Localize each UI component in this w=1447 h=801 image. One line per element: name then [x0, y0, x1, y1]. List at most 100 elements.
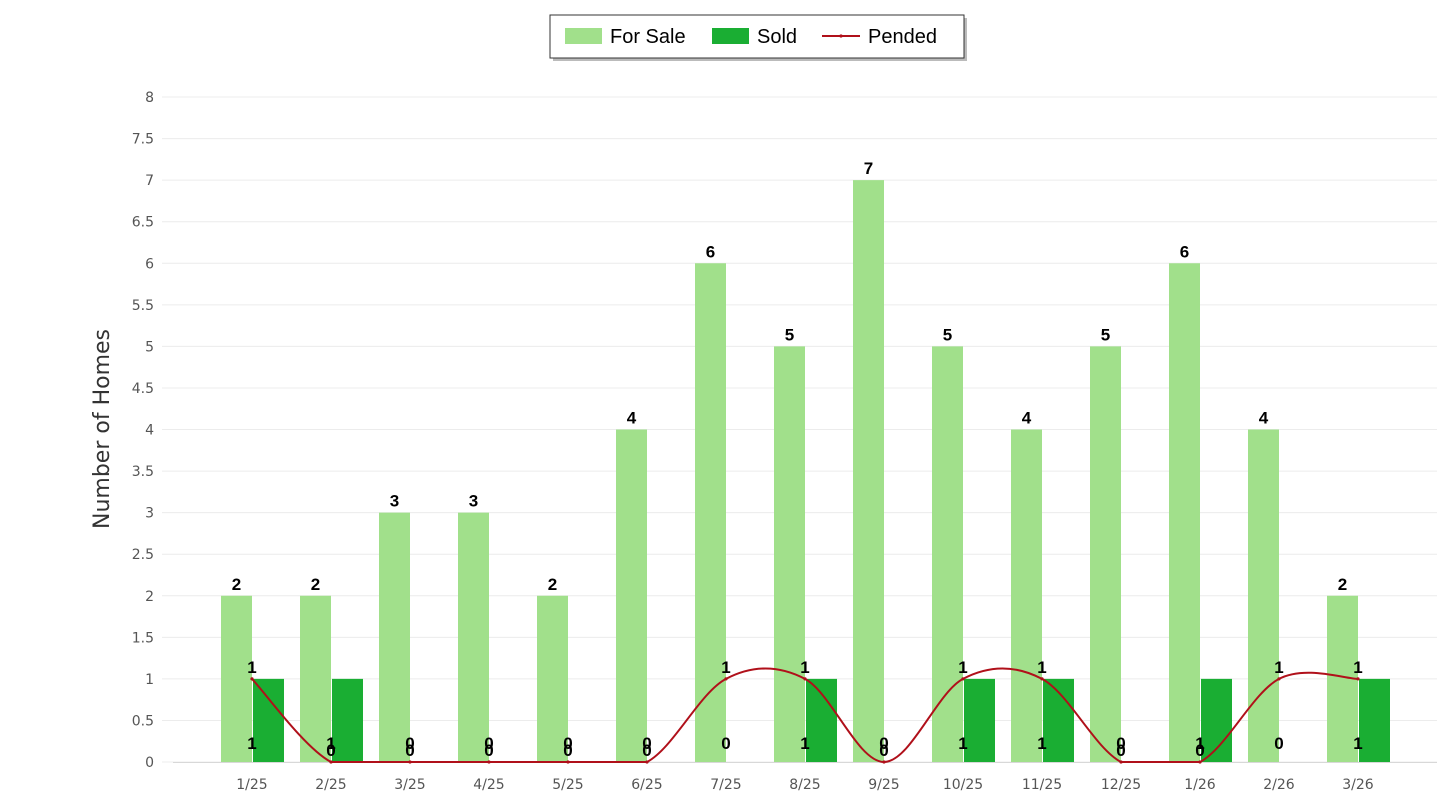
- sold-bar: [253, 678, 284, 762]
- sold-data-label: 1: [1353, 734, 1362, 753]
- y-axis-ticks: 0 0.5 1 1.5 2 2.5 3 3.5 4 4.5 5 5.5 6 6.5 7 7.5 8: [132, 90, 154, 771]
- pended-data-label: 1: [1274, 658, 1283, 677]
- for-sale-data-label: 3: [469, 492, 478, 511]
- for-sale-bar: [616, 429, 647, 762]
- x-tick-label: 6/25: [631, 777, 662, 793]
- sold-bar: [964, 678, 995, 762]
- sold-data-label: 0: [484, 734, 493, 753]
- pended-point: [1356, 677, 1360, 681]
- for-sale-data-label: 6: [706, 242, 715, 261]
- bars: [221, 180, 1390, 762]
- pended-point: [1040, 677, 1044, 681]
- pended-data-label: 1: [721, 658, 730, 677]
- legend-marker-pended: [839, 34, 843, 38]
- y-tick-label: 1.5: [132, 630, 154, 646]
- pended-point: [1119, 760, 1123, 764]
- pended-data-label: 0: [642, 741, 651, 760]
- pended-point: [724, 677, 728, 681]
- y-tick-label: 7: [145, 173, 154, 189]
- y-tick-label: 6: [145, 256, 154, 272]
- for-sale-data-label: 4: [1022, 409, 1032, 428]
- pended-data-label: 1: [958, 658, 967, 677]
- pended-point: [487, 760, 491, 764]
- for-sale-data-label: 3: [390, 492, 399, 511]
- legend-swatch-for-sale: [565, 28, 602, 44]
- sold-data-label: 0: [563, 734, 572, 753]
- for-sale-bar: [379, 512, 410, 762]
- pended-line-path: [251, 667, 1359, 764]
- pended-data-label: 0: [326, 741, 335, 760]
- for-sale-data-label: 6: [1180, 242, 1189, 261]
- y-tick-label: 2: [145, 589, 154, 605]
- y-tick-label: 3.5: [132, 464, 154, 480]
- sold-data-label: 1: [800, 734, 809, 753]
- for-sale-bar: [221, 595, 252, 762]
- for-sale-data-label: 4: [627, 409, 637, 428]
- for-sale-bar: [774, 346, 805, 762]
- sold-bar: [1359, 678, 1390, 762]
- x-tick-label: 12/25: [1101, 777, 1141, 793]
- x-tick-label: 8/25: [789, 777, 820, 793]
- y-tick-label: 5.5: [132, 298, 154, 314]
- sold-data-label: 1: [326, 734, 335, 753]
- x-tick-label: 3/25: [394, 777, 425, 793]
- pended-point: [961, 677, 965, 681]
- for-sale-bar: [1248, 429, 1279, 762]
- pended-point: [566, 760, 570, 764]
- pended-data-label: 0: [1195, 741, 1204, 760]
- x-tick-label: 4/25: [473, 777, 504, 793]
- legend-swatch-sold: [712, 28, 749, 44]
- pended-data-label: 1: [1353, 658, 1362, 677]
- for-sale-bar: [853, 180, 884, 762]
- y-tick-label: 5: [145, 339, 154, 355]
- x-tick-label: 2/26: [1263, 777, 1295, 793]
- pended-point: [329, 760, 333, 764]
- legend-label-sold: Sold: [757, 26, 797, 48]
- pended-data-label: 1: [247, 658, 256, 677]
- pended-data-label: 0: [879, 741, 888, 760]
- x-tick-label: 3/26: [1342, 777, 1374, 793]
- y-tick-label: 8: [145, 90, 154, 106]
- sold-data-label: 0: [1274, 734, 1283, 753]
- for-sale-data-label: 5: [785, 325, 794, 344]
- sold-data-label: 0: [1116, 734, 1125, 753]
- for-sale-bar: [932, 346, 963, 762]
- y-tick-label: 1: [145, 672, 154, 688]
- pended-point: [250, 677, 254, 681]
- sold-data-label: 0: [642, 734, 651, 753]
- for-sale-bar: [695, 263, 726, 762]
- pended-point: [803, 677, 807, 681]
- x-tick-label: 1/25: [236, 777, 267, 793]
- y-tick-label: 2.5: [132, 547, 154, 563]
- pended-data-label: 1: [800, 658, 809, 677]
- for-sale-bar: [458, 512, 489, 762]
- for-sale-data-label: 4: [1259, 409, 1269, 428]
- x-tick-label: 11/25: [1022, 777, 1062, 793]
- pended-point: [882, 760, 886, 764]
- y-tick-label: 7.5: [132, 132, 154, 148]
- for-sale-bar: [537, 595, 568, 762]
- for-sale-data-label: 2: [232, 575, 241, 594]
- y-tick-label: 0.5: [132, 713, 154, 729]
- x-tick-label: 5/25: [552, 777, 583, 793]
- for-sale-bar: [300, 595, 331, 762]
- sold-data-label: 0: [405, 734, 414, 753]
- x-tick-label: 2/25: [315, 777, 346, 793]
- legend-label-pended: Pended: [868, 26, 937, 48]
- legend: For Sale Sold Pended: [549, 14, 967, 61]
- x-tick-label: 9/25: [868, 777, 899, 793]
- pended-line: [250, 667, 1360, 764]
- sold-data-label: 1: [958, 734, 967, 753]
- legend-label-for-sale: For Sale: [610, 26, 686, 48]
- sold-data-label: 1: [1195, 734, 1204, 753]
- data-labels: 2112103003002004006015117005114115006104…: [232, 159, 1363, 760]
- pended-point: [1277, 677, 1281, 681]
- x-tick-label: 10/25: [943, 777, 983, 793]
- for-sale-data-label: 2: [311, 575, 320, 594]
- for-sale-data-label: 5: [943, 325, 952, 344]
- for-sale-bar: [1090, 346, 1121, 762]
- pended-point: [645, 760, 649, 764]
- for-sale-data-label: 2: [1338, 575, 1347, 594]
- y-tick-label: 6.5: [132, 215, 154, 231]
- sold-bar: [332, 678, 363, 762]
